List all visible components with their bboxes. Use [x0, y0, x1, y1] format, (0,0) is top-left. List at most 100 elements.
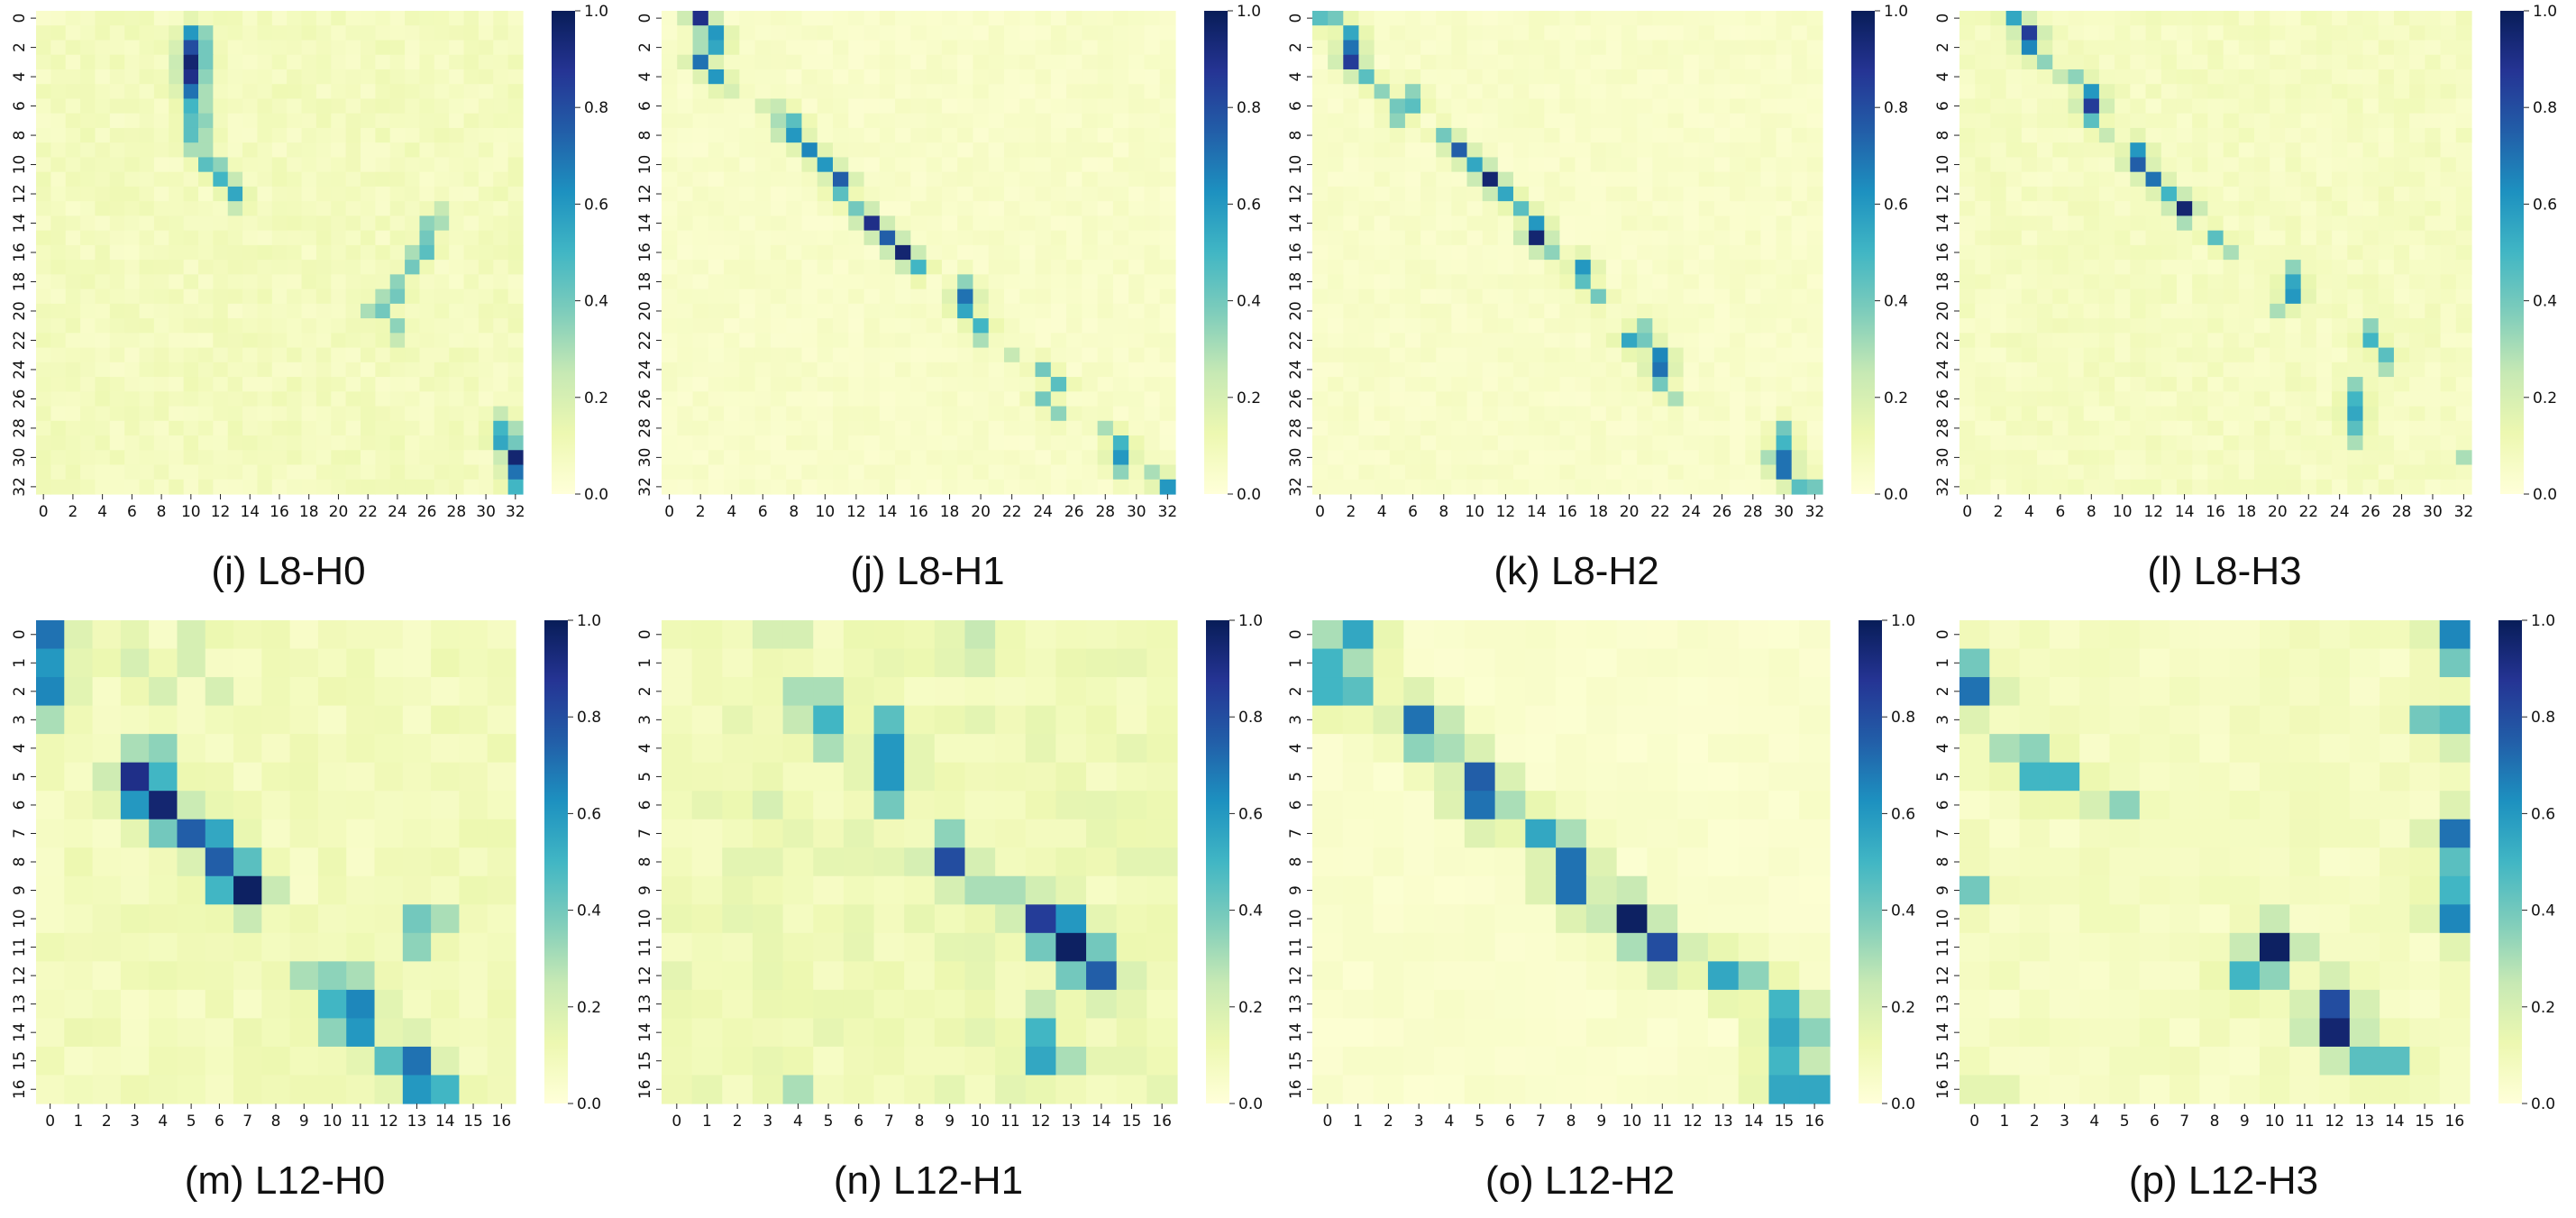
colorbar-tick-label: 0.8	[2533, 99, 2557, 117]
heatmap-cell	[1144, 435, 1161, 451]
heatmap-cell	[507, 84, 524, 100]
heatmap-cell	[1652, 54, 1669, 70]
heatmap-cell	[1652, 479, 1669, 495]
heatmap-cell	[988, 127, 1005, 143]
heatmap-cell	[287, 215, 303, 232]
heatmap-cell	[2192, 98, 2208, 114]
heatmap-cell	[2083, 25, 2100, 41]
heatmap-cell	[895, 362, 911, 378]
x-tick-label: 20	[329, 503, 349, 521]
heatmap-cell	[1512, 201, 1530, 216]
heatmap-cell	[879, 303, 896, 319]
heatmap-cell	[257, 303, 273, 319]
heatmap-cell	[139, 69, 155, 85]
heatmap-cell	[926, 288, 943, 305]
heatmap-cell	[662, 54, 678, 70]
heatmap-cell	[205, 961, 234, 991]
heatmap-cell	[2425, 98, 2442, 114]
heatmap-cell	[1466, 464, 1484, 481]
heatmap-cell	[833, 11, 849, 26]
heatmap-cell	[2083, 288, 2100, 305]
heatmap-cell	[361, 54, 376, 70]
heatmap-cell	[153, 84, 169, 100]
heatmap-cell	[863, 11, 881, 26]
heatmap-cell	[36, 54, 51, 70]
y-tick-label: 12	[636, 184, 654, 204]
heatmap-cell	[375, 274, 391, 290]
heatmap-cell	[2393, 186, 2410, 202]
heatmap-cell	[2378, 25, 2395, 41]
heatmap-cell	[402, 1046, 432, 1076]
heatmap-cell	[1312, 69, 1329, 85]
heatmap-cell	[786, 215, 803, 232]
heatmap-cell	[1760, 113, 1777, 129]
y-tick-label: 28	[1287, 418, 1305, 438]
heatmap-cell	[109, 435, 125, 451]
heatmap-cell	[36, 904, 65, 934]
heatmap-cell	[1451, 54, 1468, 70]
heatmap-cell	[2160, 84, 2178, 100]
heatmap-cell	[2254, 25, 2270, 41]
x-tick-label: 24	[388, 503, 407, 521]
heatmap-cell	[1575, 157, 1592, 173]
heatmap-cell	[879, 230, 896, 246]
heatmap-cell	[973, 171, 990, 188]
heatmap-cell	[169, 391, 185, 408]
heatmap-cell	[708, 244, 725, 261]
heatmap-cell	[2347, 54, 2364, 70]
heatmap-cell	[36, 186, 51, 202]
heatmap-cell	[149, 1046, 178, 1076]
heatmap-cell	[331, 113, 347, 129]
heatmap-cell	[1451, 435, 1468, 451]
heatmap-cell	[213, 25, 229, 41]
heatmap-cell	[315, 303, 332, 319]
heatmap-cell	[1066, 274, 1082, 290]
heatmap-cell	[36, 705, 65, 735]
heatmap-cell	[449, 391, 465, 408]
heatmap-cell	[169, 479, 185, 495]
heatmap-cell	[50, 171, 67, 188]
heatmap-cell	[124, 391, 141, 408]
heatmap-cell	[1343, 40, 1360, 56]
heatmap-cell	[1512, 377, 1530, 392]
heatmap-cell	[1575, 464, 1592, 481]
heatmap-cell	[1466, 333, 1484, 349]
heatmap-cell	[1713, 11, 1731, 26]
heatmap-cell	[213, 230, 229, 246]
heatmap-cell	[463, 274, 480, 290]
heatmap-cell	[198, 347, 214, 363]
heatmap-cell	[2254, 435, 2270, 451]
heatmap-cell	[2285, 244, 2302, 261]
heatmap-cell	[926, 333, 943, 349]
heatmap-cell	[1358, 215, 1375, 232]
heatmap-cell	[2223, 113, 2240, 129]
heatmap-cell	[2238, 69, 2255, 85]
heatmap-cell	[198, 230, 214, 246]
heatmap-cell	[1990, 40, 2007, 56]
heatmap-cell	[957, 391, 974, 408]
heatmap-cell	[1328, 435, 1344, 451]
heatmap-cell	[1590, 186, 1607, 202]
heatmap-cell	[120, 648, 150, 678]
heatmap-cell	[149, 648, 178, 678]
heatmap-cell	[754, 362, 772, 378]
heatmap-cell	[1698, 127, 1715, 143]
heatmap-cell	[724, 215, 740, 232]
heatmap-cell	[692, 84, 709, 100]
heatmap-cell	[1975, 201, 1992, 216]
heatmap-cell	[2409, 333, 2425, 349]
y-tick-label: 20	[636, 301, 654, 321]
heatmap-cell	[95, 244, 111, 261]
heatmap-cell	[770, 435, 787, 451]
heatmap-cell	[2425, 288, 2442, 305]
heatmap-cell	[402, 734, 432, 764]
heatmap-cell	[478, 201, 494, 216]
heatmap-cell	[2052, 84, 2069, 100]
heatmap-cell	[361, 288, 376, 305]
heatmap-cell	[242, 464, 259, 481]
heatmap-cell	[213, 40, 229, 56]
heatmap-cell	[801, 201, 818, 216]
heatmap-cell	[507, 186, 524, 202]
y-tick-label: 18	[1934, 272, 1952, 292]
heatmap-cell	[287, 25, 303, 41]
